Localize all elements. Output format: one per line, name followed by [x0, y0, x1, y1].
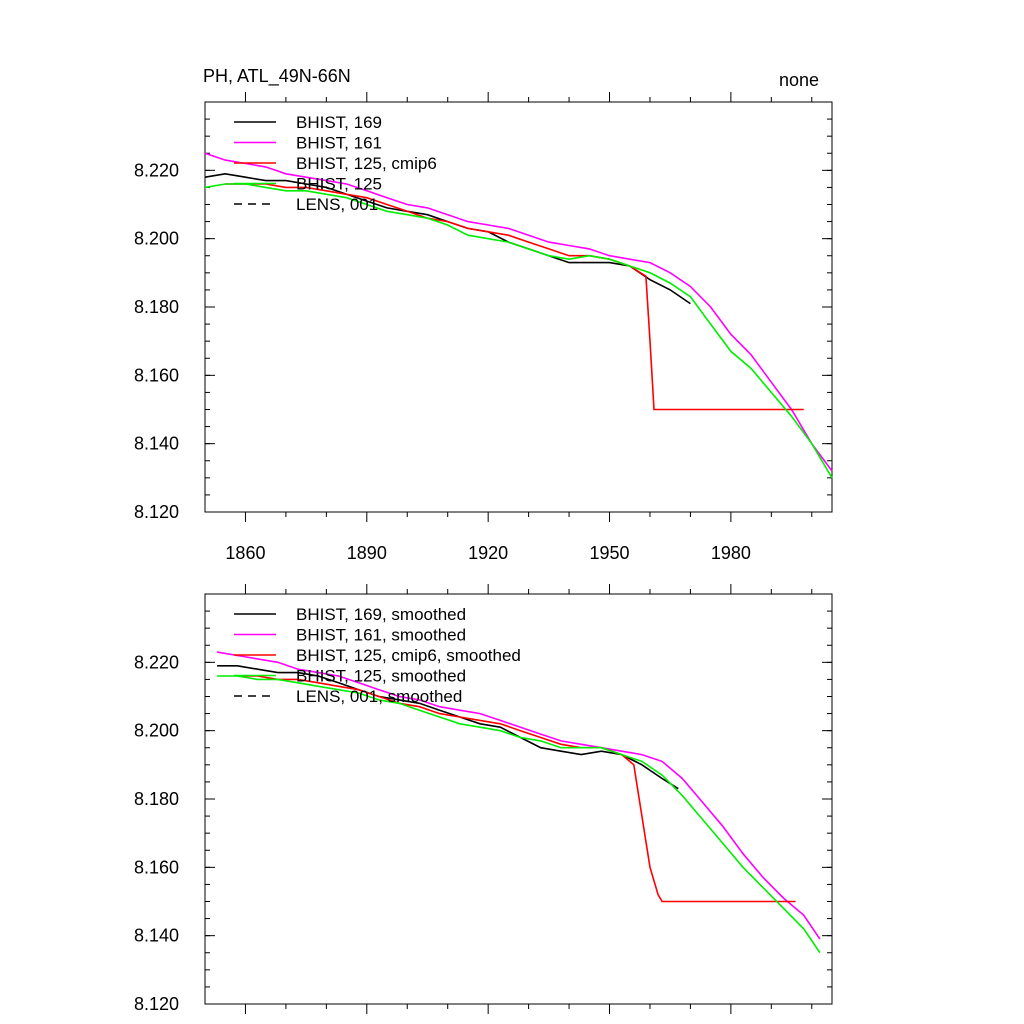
y-tick-label: 8.120 [134, 994, 179, 1014]
series-line [217, 675, 821, 954]
y-tick-label: 8.160 [134, 857, 179, 877]
series-line [204, 172, 691, 305]
y-tick-label: 8.140 [134, 434, 179, 454]
y-tick-label: 8.220 [134, 160, 179, 180]
chart-title-right: none [779, 70, 819, 90]
y-tick-label: 8.180 [134, 297, 179, 317]
series-line [225, 183, 804, 411]
legend-label: BHIST, 125 [296, 175, 382, 194]
x-tick-label: 1980 [711, 543, 751, 563]
x-tick-label: 1950 [589, 543, 629, 563]
legend-label: BHIST, 161 [296, 134, 382, 153]
legend-label: BHIST, 125, cmip6 [296, 154, 437, 173]
legend-label: BHIST, 125, cmip6, smoothed [296, 646, 521, 665]
y-tick-label: 8.220 [134, 652, 179, 672]
legend-label: LENS, 001, smoothed [296, 687, 462, 706]
legend-label: BHIST, 161, smoothed [296, 626, 466, 645]
x-tick-label: 1860 [225, 543, 265, 563]
series-line [237, 675, 796, 903]
y-tick-label: 8.160 [134, 365, 179, 385]
y-tick-label: 8.180 [134, 789, 179, 809]
y-tick-label: 8.140 [134, 926, 179, 946]
series-line [204, 183, 833, 479]
series-line [217, 665, 679, 790]
chart-panel-top: 8.120 8.140 8.160 8.180 8.200 8.220 1860 1890 19… [134, 92, 833, 563]
x-tick-label: 1890 [347, 543, 387, 563]
series-line [204, 152, 833, 472]
chart-panel-bottom: 8.120 8.140 8.160 8.180 8.200 8.220 BHIST, 169… [134, 584, 833, 1014]
chart-title: PH, ATL_49N-66N [203, 66, 351, 87]
legend-label: BHIST, 169, smoothed [296, 605, 466, 624]
legend-label: LENS, 001 [296, 195, 378, 214]
legend-label: BHIST, 169 [296, 113, 382, 132]
y-tick-label: 8.200 [134, 721, 179, 741]
legend-label: BHIST, 125, smoothed [296, 667, 466, 686]
y-tick-label: 8.120 [134, 502, 179, 522]
x-tick-label: 1920 [468, 543, 508, 563]
series-line [216, 651, 821, 940]
y-tick-label: 8.200 [134, 229, 179, 249]
